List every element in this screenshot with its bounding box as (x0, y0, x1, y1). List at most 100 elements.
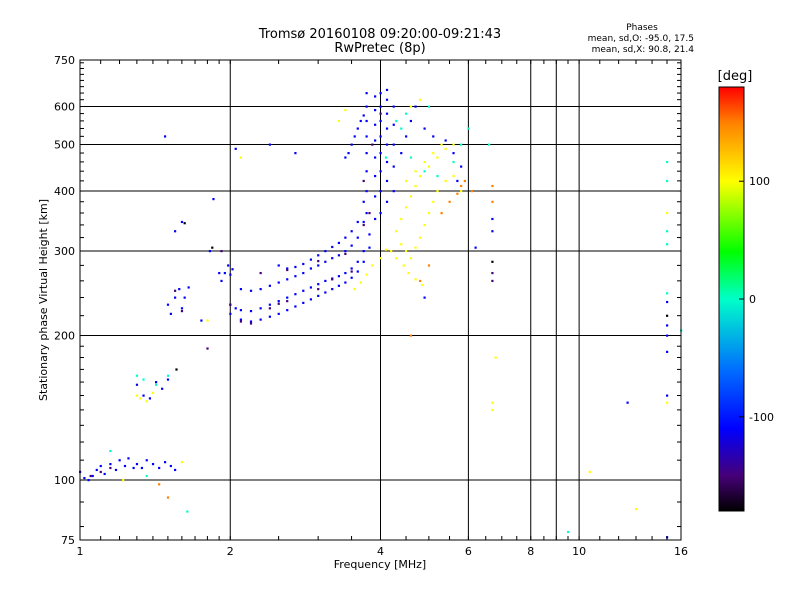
data-point (268, 303, 271, 306)
data-point (353, 135, 356, 138)
data-point (448, 200, 451, 203)
data-point (371, 143, 374, 146)
data-point (423, 296, 426, 299)
data-point (109, 462, 112, 466)
data-point (666, 350, 669, 353)
data-point (414, 246, 417, 249)
data-point (379, 92, 382, 95)
plot-frame (79, 59, 682, 541)
data-point (145, 400, 148, 403)
data-points (79, 88, 683, 539)
data-point (223, 271, 226, 275)
data-point (365, 273, 368, 276)
data-point (302, 262, 305, 266)
data-point (277, 281, 280, 284)
data-point (206, 319, 209, 322)
data-point (249, 320, 253, 323)
data-point (400, 243, 403, 246)
x-tick-label: 16 (674, 545, 688, 558)
data-point (123, 464, 127, 468)
data-point (183, 222, 186, 225)
y-tick-label: 100 (54, 474, 75, 487)
data-point (211, 246, 214, 249)
data-point (423, 170, 426, 173)
data-point (180, 307, 184, 310)
data-point (452, 152, 455, 155)
data-point (268, 143, 271, 146)
data-point (294, 265, 297, 269)
data-point (365, 105, 368, 108)
data-point (180, 220, 184, 224)
data-point (385, 88, 389, 92)
data-point (491, 260, 494, 263)
data-point (302, 289, 305, 292)
data-point (234, 307, 237, 310)
data-point (353, 288, 356, 291)
data-point (139, 397, 142, 400)
data-point (87, 479, 90, 482)
data-point (206, 347, 209, 350)
data-point (103, 472, 106, 476)
data-point (317, 259, 320, 263)
data-point (491, 230, 494, 233)
data-point (286, 267, 289, 270)
data-point (407, 271, 410, 275)
y-tick-label: 75 (61, 534, 75, 547)
data-point (317, 283, 320, 286)
data-point (392, 105, 395, 108)
data-point (344, 236, 347, 239)
data-point (491, 408, 494, 412)
chart-title: Tromsø 20160108 09:20:00-09:21:43 (258, 27, 501, 42)
data-point (491, 271, 494, 275)
data-point (344, 250, 347, 253)
x-tick-label: 4 (377, 545, 384, 558)
data-point (491, 200, 494, 203)
data-point (331, 257, 334, 260)
data-point (324, 250, 327, 253)
data-point (460, 165, 463, 168)
data-point (374, 195, 377, 198)
data-point (337, 275, 341, 278)
data-point (452, 160, 455, 164)
data-point (456, 179, 459, 183)
data-point (440, 143, 443, 146)
data-point (666, 394, 669, 397)
data-point (294, 305, 297, 308)
colorbar-unit-label: [deg] (718, 69, 753, 84)
data-point (362, 114, 365, 117)
data-point (277, 264, 280, 267)
data-point (317, 264, 320, 267)
y-tick-label: 200 (54, 330, 75, 343)
data-point (155, 381, 158, 384)
data-point (173, 289, 177, 292)
data-point (277, 312, 280, 315)
data-point (324, 291, 327, 294)
data-point (268, 315, 271, 318)
data-point (175, 368, 178, 371)
data-point (365, 152, 368, 155)
data-point (666, 324, 669, 327)
data-point (268, 307, 271, 310)
data-point (374, 109, 377, 112)
data-point (409, 334, 412, 337)
data-point (127, 457, 130, 460)
data-point (368, 233, 371, 236)
data-point (400, 152, 403, 155)
data-point (178, 288, 181, 291)
data-point (365, 212, 368, 215)
data-point (368, 246, 371, 249)
data-point (405, 112, 408, 115)
data-point (379, 212, 382, 215)
data-point (173, 468, 177, 472)
data-point (268, 284, 271, 287)
data-point (91, 474, 94, 478)
data-point (337, 241, 341, 245)
data-point (239, 288, 243, 291)
data-point (419, 98, 422, 101)
x-tick-label: 8 (527, 545, 534, 558)
data-point (385, 112, 389, 115)
data-point (392, 143, 395, 146)
data-point (384, 248, 388, 251)
data-point (362, 260, 365, 263)
y-axis-label: Stationary phase Virtual Height [km] (37, 199, 50, 401)
